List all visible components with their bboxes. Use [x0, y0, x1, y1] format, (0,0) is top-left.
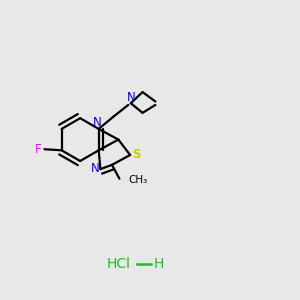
Text: N: N: [93, 116, 102, 130]
Text: CH₃: CH₃: [128, 175, 148, 185]
Text: F: F: [34, 143, 41, 156]
Text: HCl: HCl: [107, 257, 131, 272]
Text: N: N: [126, 92, 135, 104]
Text: N: N: [91, 162, 99, 175]
Text: H: H: [154, 257, 164, 272]
Text: S: S: [132, 148, 141, 161]
